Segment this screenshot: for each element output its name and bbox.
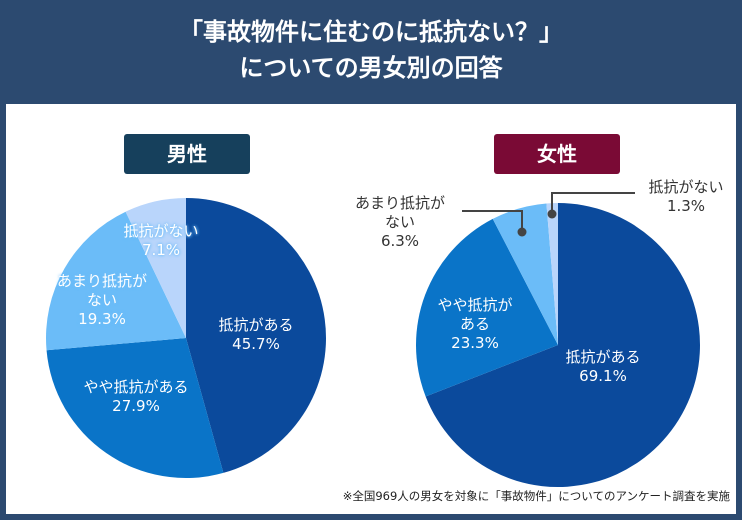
- leader-dot: [547, 209, 557, 219]
- leader-dot: [517, 227, 527, 237]
- female-label-aru: 抵抗がある 69.1%: [565, 348, 641, 385]
- male-label-amari: あまり抵抗が ない 19.3%: [56, 272, 148, 328]
- female-slice-3: [546, 203, 558, 345]
- male-label-aru: 抵抗がある 45.7%: [218, 316, 294, 353]
- female-slice-2: [492, 203, 558, 345]
- male-slice-0: [186, 198, 327, 473]
- leader-line: [462, 210, 523, 232]
- female-slice-1: [416, 218, 558, 397]
- female-label-amari: あまり抵抗が ない 6.3%: [354, 194, 446, 250]
- title-line-2: についての男女別の回答: [239, 54, 503, 82]
- female-slice-0: [425, 203, 701, 487]
- footnote: ※全国969人の男女を対象に「事故物件」についてのアンケート調査を実施: [342, 489, 730, 503]
- female-label-nai: 抵抗がない 1.3%: [648, 178, 724, 215]
- female-badge: 女性: [494, 134, 620, 174]
- male-slice-3: [125, 198, 186, 338]
- title-line-1: 「事故物件に住むのに抵抗ない？」: [179, 18, 563, 46]
- male-slice-2: [46, 211, 186, 351]
- female-label-yaya: やや抵抗が ある 23.3%: [437, 296, 513, 352]
- male-badge: 男性: [124, 134, 250, 174]
- male-slice-1: [46, 338, 224, 479]
- title-banner: 「事故物件に住むのに抵抗ない？」 についての男女別の回答: [0, 0, 742, 104]
- leader-line: [551, 192, 635, 214]
- male-label-yaya: やや抵抗がある 27.9%: [83, 378, 189, 415]
- male-label-nai: 抵抗がない 7.1%: [123, 222, 199, 259]
